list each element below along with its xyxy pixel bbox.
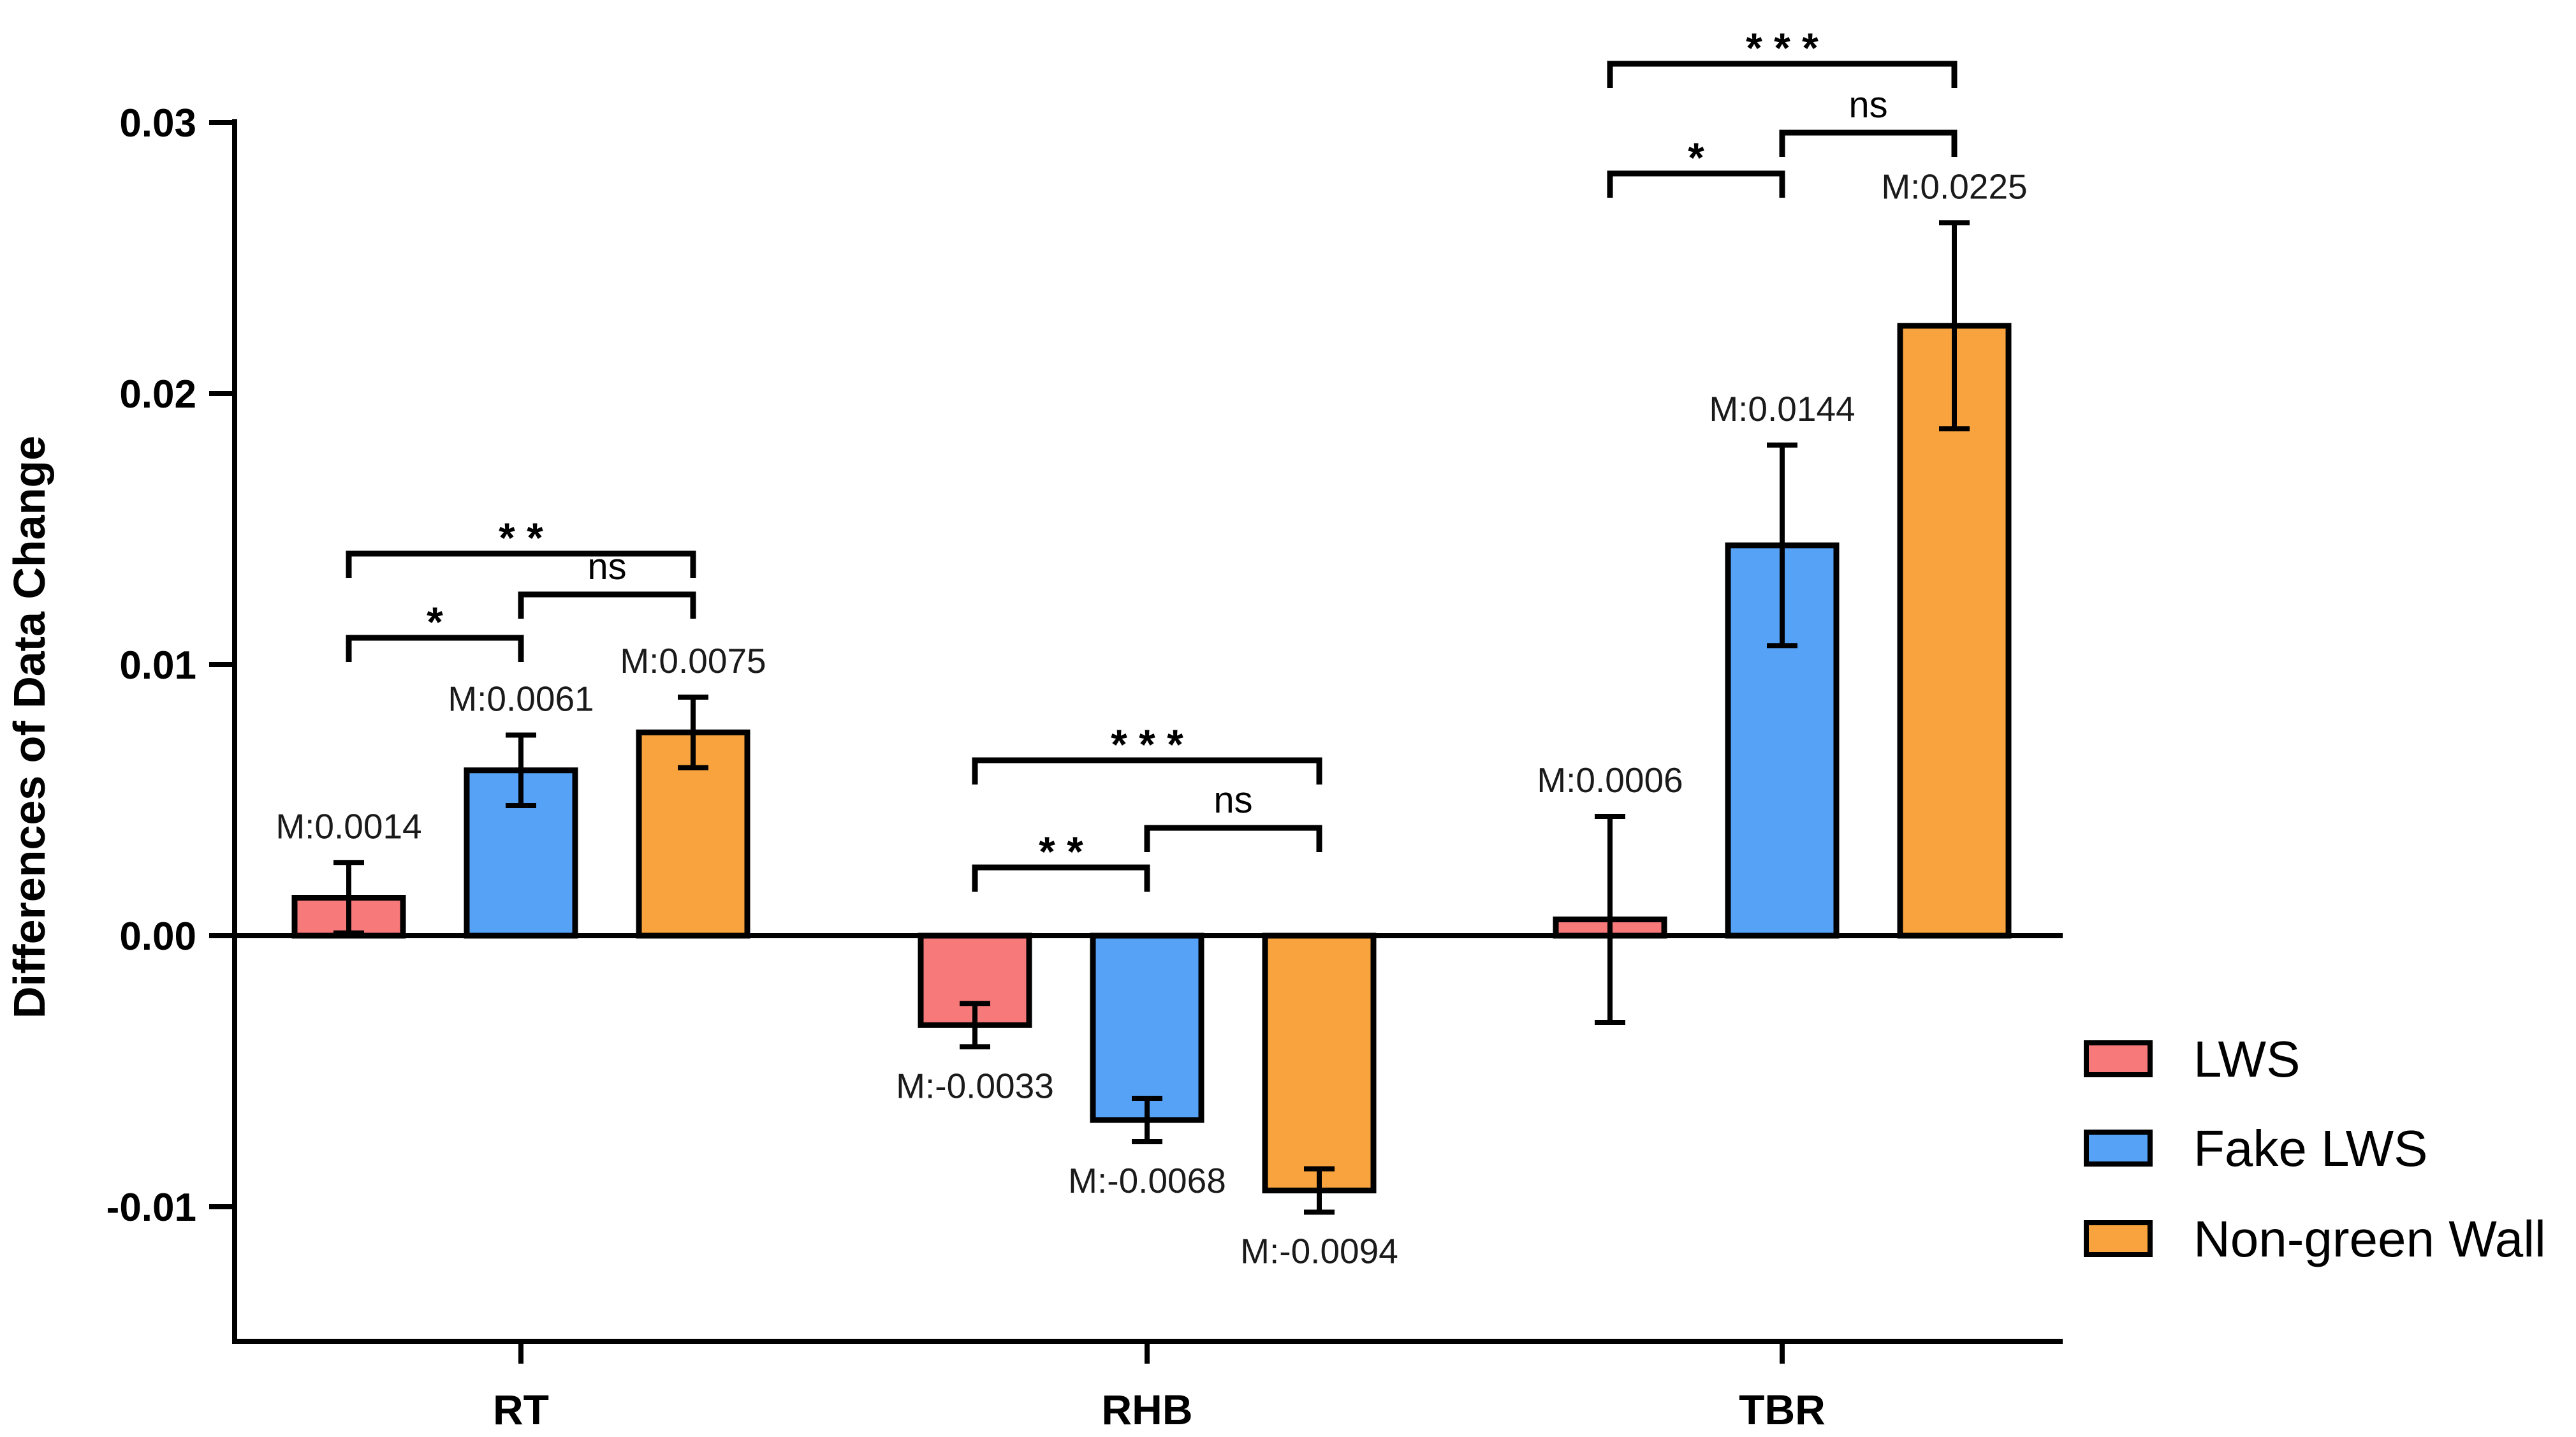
x-tick-label: RT — [493, 1386, 549, 1433]
significance-label: * * — [499, 514, 543, 561]
data-label: M:0.0144 — [1709, 389, 1855, 429]
significance-bracket — [972, 864, 1150, 892]
significance-bracket — [518, 591, 696, 619]
data-label: M:-0.0094 — [1240, 1232, 1398, 1271]
y-tick-label: 0.02 — [119, 372, 196, 416]
bar — [1090, 932, 1204, 1123]
legend-label: Fake LWS — [2193, 1120, 2428, 1177]
y-tick-label: -0.01 — [106, 1186, 196, 1230]
significance-label: ns — [1213, 779, 1252, 821]
significance-label: * * — [1039, 828, 1083, 875]
x-tick-label: RHB — [1102, 1386, 1193, 1433]
significance-bracket — [1779, 129, 1958, 157]
significance-label: ns — [1848, 84, 1887, 126]
significance-label: * * * — [1746, 24, 1819, 71]
y-tick-label: 0.03 — [119, 101, 196, 145]
legend-swatch — [2084, 1130, 2153, 1167]
significance-label: * — [427, 598, 443, 645]
significance-bracket — [346, 635, 524, 662]
significance-bracket — [972, 757, 1322, 785]
data-label: M:0.0014 — [275, 806, 421, 846]
legend-swatch — [2084, 1220, 2153, 1257]
data-label: M:-0.0033 — [896, 1066, 1054, 1105]
legend-label: LWS — [2193, 1031, 2300, 1087]
significance-bracket — [1607, 61, 1958, 88]
y-tick-label: 0.00 — [119, 915, 196, 959]
bar — [636, 729, 750, 939]
bar — [1262, 932, 1377, 1193]
data-label: M:0.0225 — [1881, 166, 2027, 206]
significance-label: * — [1688, 134, 1704, 181]
y-tick-label: 0.01 — [119, 644, 196, 688]
significance-bracket — [1607, 170, 1785, 198]
legend-label: Non-green Wall — [2193, 1211, 2546, 1267]
data-label: M:-0.0068 — [1068, 1161, 1226, 1200]
data-label: M:0.0006 — [1537, 760, 1683, 800]
data-label: M:0.0075 — [620, 641, 766, 681]
y-axis-title: Differences of Data Change — [4, 436, 54, 1019]
legend: LWS Fake LWS Non-green Wall — [2084, 1031, 2546, 1267]
legend-swatch — [2084, 1040, 2153, 1077]
significance-bracket — [1144, 825, 1322, 852]
significance-bracket — [346, 550, 696, 578]
significance-layer: *ns* ** *ns* * **ns* * * — [346, 24, 1958, 892]
x-tick-label: TBR — [1739, 1386, 1826, 1433]
data-label: M:0.0061 — [448, 679, 594, 719]
bars-layer: M:0.0014 M:-0.0033 M:0.0006 M:0.0061 M:-0.00… — [275, 166, 2027, 1271]
significance-label: * * * — [1111, 721, 1183, 768]
